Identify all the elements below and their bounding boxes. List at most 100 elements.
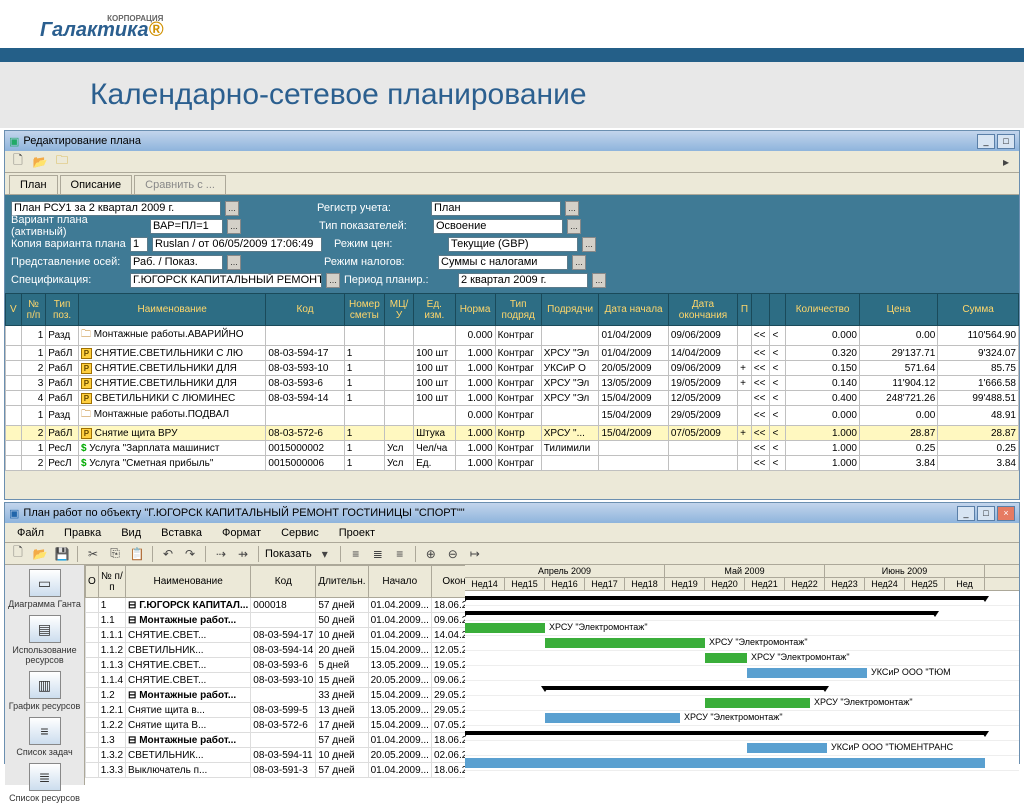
table-row[interactable]: 1.2⊟ Монтажные работ...33 дней15.04.2009… (86, 688, 466, 703)
col-header[interactable]: Норма (455, 294, 495, 326)
expand-icon[interactable]: ▸ (997, 153, 1015, 171)
lookup-button[interactable]: … (572, 255, 586, 270)
lookup-button[interactable]: … (592, 273, 606, 288)
save-icon[interactable]: 💾 (53, 545, 71, 563)
table-row[interactable]: 2РабЛP Снятие щита ВРУ08-03-572-61Штука1… (6, 426, 1019, 441)
tab-plan[interactable]: План (9, 175, 58, 194)
close-button[interactable]: × (997, 506, 1015, 521)
gantt-row[interactable] (465, 606, 1019, 621)
gantt-bar[interactable] (465, 731, 985, 735)
menu-item[interactable]: Правка (56, 527, 109, 539)
gantt-row[interactable]: УКСиР ООО "ТЮМ (465, 666, 1019, 681)
col-header[interactable] (770, 294, 786, 326)
sidebar-item[interactable]: ≡Список задач (7, 717, 82, 757)
col-header[interactable]: V (6, 294, 22, 326)
minimize-button[interactable]: _ (957, 506, 975, 521)
align-center-icon[interactable]: ≣ (369, 545, 387, 563)
menu-item[interactable]: Вид (113, 527, 149, 539)
gantt-row[interactable]: ХРСУ "Электромонтаж" (465, 651, 1019, 666)
tab-compare[interactable]: Сравнить с ... (134, 175, 226, 194)
table-row[interactable]: 1.1.1СНЯТИЕ.СВЕТ...08-03-594-1710 дней01… (86, 628, 466, 643)
link-icon[interactable]: ⇢ (212, 545, 230, 563)
cut-icon[interactable]: ✂ (84, 545, 102, 563)
gantt-row[interactable] (465, 591, 1019, 606)
spec-field[interactable]: Г.ЮГОРСК КАПИТАЛЬНЫЙ РЕМОНТ ГОСТИНИ... (130, 273, 322, 288)
gantt-bar[interactable] (545, 638, 705, 648)
col-header[interactable]: Цена (859, 294, 937, 326)
sidebar-item[interactable]: ▭Диаграмма Ганта (7, 569, 82, 609)
gantt-bar[interactable] (465, 611, 935, 615)
col-header[interactable]: Ед. изм. (414, 294, 455, 326)
minimize-button[interactable]: _ (977, 134, 995, 149)
main-grid[interactable]: V№ п/пТип поз.НаименованиеКодНомер сметы… (5, 293, 1019, 471)
reg-field[interactable]: План (431, 201, 561, 216)
gantt-bar[interactable] (465, 758, 985, 768)
col-header[interactable]: Дата начала (599, 294, 668, 326)
ind-field[interactable]: Освоение (433, 219, 563, 234)
dropdown-icon[interactable]: ▾ (316, 545, 334, 563)
undo-icon[interactable]: ↶ (159, 545, 177, 563)
table-row[interactable]: 4РабЛP СВЕТИЛЬНИКИ С ЛЮМИНЕС08-03-594-14… (6, 391, 1019, 406)
paste-icon[interactable]: 📋 (128, 545, 146, 563)
new-icon[interactable]: 🗋 (9, 545, 27, 563)
col-header[interactable]: О (86, 566, 99, 598)
open-icon[interactable]: 📂 (31, 153, 49, 171)
table-row[interactable]: 1РесЛ$ Услуга "Зарплата машинист00150000… (6, 441, 1019, 456)
redo-icon[interactable]: ↷ (181, 545, 199, 563)
col-header[interactable] (751, 294, 770, 326)
gantt-row[interactable]: ХРСУ "Электромонтаж" (465, 711, 1019, 726)
gantt-bar[interactable] (465, 623, 545, 633)
gantt-chart[interactable]: Апрель 2009Май 2009Июнь 2009 Нед14Нед15Н… (465, 565, 1019, 785)
tab-desc[interactable]: Описание (60, 175, 133, 194)
col-header[interactable]: Сумма (938, 294, 1019, 326)
table-row[interactable]: 2РабЛP СНЯТИЕ.СВЕТИЛЬНИКИ ДЛЯ08-03-593-1… (6, 361, 1019, 376)
gantt-bar[interactable] (747, 743, 827, 753)
gantt-bar[interactable] (465, 596, 985, 600)
table-row[interactable]: 1Разд🗀 Монтажные работы.АВАРИЙНО0.000Кон… (6, 326, 1019, 346)
table-row[interactable]: 1.1⊟ Монтажные работ...50 дней01.04.2009… (86, 613, 466, 628)
col-header[interactable]: Тип поз. (46, 294, 79, 326)
variant-field[interactable]: ВАР=ПЛ=1 (150, 219, 223, 234)
goto-icon[interactable]: ↦ (466, 545, 484, 563)
col-header[interactable]: МЦ/У (385, 294, 414, 326)
table-row[interactable]: 1РабЛP СНЯТИЕ.СВЕТИЛЬНИКИ С ЛЮ08-03-594-… (6, 346, 1019, 361)
menu-item[interactable]: Проект (331, 527, 383, 539)
col-header[interactable]: Длительн. (316, 566, 368, 598)
col-header[interactable]: Тип подряд (495, 294, 541, 326)
gantt-row[interactable] (465, 681, 1019, 696)
align-left-icon[interactable]: ≡ (347, 545, 365, 563)
table-row[interactable]: 1.2.2Снятие щита В...08-03-572-617 дней1… (86, 718, 466, 733)
period-field[interactable]: 2 квартал 2009 г. (458, 273, 588, 288)
menu-item[interactable]: Вставка (153, 527, 210, 539)
col-header[interactable]: Номер сметы (344, 294, 384, 326)
menu-item[interactable]: Формат (214, 527, 269, 539)
axes-field[interactable]: Раб. / Показ. (130, 255, 223, 270)
zoom-out-icon[interactable]: ⊖ (444, 545, 462, 563)
col-header[interactable]: Код (266, 294, 344, 326)
col-header[interactable]: Начало (368, 566, 431, 598)
gantt-bar[interactable] (545, 686, 825, 690)
show-button[interactable]: Показать (265, 548, 312, 560)
menu-item[interactable]: Сервис (273, 527, 327, 539)
lookup-button[interactable]: … (567, 219, 581, 234)
table-row[interactable]: 1.1.3СНЯТИЕ.СВЕТ...08-03-593-65 дней13.0… (86, 658, 466, 673)
col-header[interactable]: Дата окончания (668, 294, 737, 326)
table-row[interactable]: 1.1.4СНЯТИЕ.СВЕТ...08-03-593-1015 дней20… (86, 673, 466, 688)
gantt-bar[interactable] (747, 668, 867, 678)
gantt-bar[interactable] (545, 713, 680, 723)
gantt-row[interactable]: ХРСУ "Электромонтаж" (465, 696, 1019, 711)
lookup-button[interactable]: … (225, 201, 239, 216)
copy-n[interactable]: 1 (130, 237, 148, 252)
menu-item[interactable]: Файл (9, 527, 52, 539)
gantt-row[interactable]: ХРСУ "Электромонтаж" (465, 621, 1019, 636)
price-field[interactable]: Текущие (GBP) (448, 237, 578, 252)
copy-icon[interactable]: ⎘ (106, 545, 124, 563)
table-row[interactable]: 2РесЛ$ Услуга "Сметная прибыль"001500000… (6, 456, 1019, 471)
table-row[interactable]: 1Разд🗀 Монтажные работы.ПОДВАЛ0.000Контр… (6, 406, 1019, 426)
table-row[interactable]: 1.3.2СВЕТИЛЬНИК...08-03-594-1110 дней20.… (86, 748, 466, 763)
align-right-icon[interactable]: ≡ (391, 545, 409, 563)
table-row[interactable]: 1.3.3Выключатель п...08-03-591-357 дней0… (86, 763, 466, 778)
sidebar-item[interactable]: ▥График ресурсов (7, 671, 82, 711)
table-row[interactable]: 1⊟ Г.ЮГОРСК КАПИТАЛ...00001857 дней01.04… (86, 598, 466, 613)
col-header[interactable]: П (738, 294, 752, 326)
